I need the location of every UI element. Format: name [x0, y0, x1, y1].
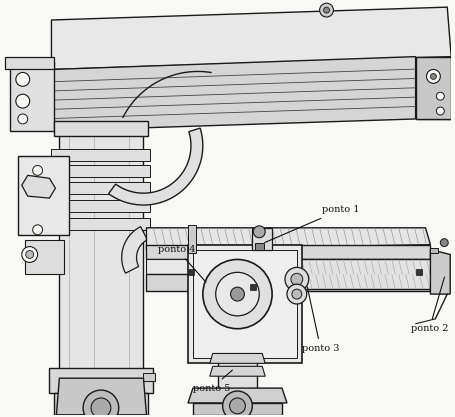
Circle shape	[290, 273, 302, 285]
Bar	[430, 248, 437, 253]
Circle shape	[215, 272, 259, 316]
Bar	[59, 129, 143, 376]
Polygon shape	[54, 393, 148, 415]
Circle shape	[323, 7, 329, 13]
Bar	[252, 228, 272, 249]
Polygon shape	[415, 57, 450, 119]
Polygon shape	[5, 57, 54, 70]
Polygon shape	[296, 259, 435, 289]
Polygon shape	[192, 403, 281, 415]
Polygon shape	[51, 148, 150, 161]
Bar	[25, 240, 64, 274]
Circle shape	[83, 390, 118, 417]
Circle shape	[319, 3, 333, 17]
Bar	[187, 225, 196, 253]
Circle shape	[253, 226, 265, 238]
Circle shape	[222, 391, 252, 417]
Bar	[187, 269, 193, 275]
Polygon shape	[10, 62, 54, 131]
Circle shape	[229, 398, 245, 414]
Text: ponto 2: ponto 2	[410, 277, 447, 333]
Text: ponto 5: ponto 5	[192, 370, 232, 392]
Circle shape	[16, 73, 30, 86]
Bar	[192, 249, 296, 358]
Text: ponto 4: ponto 4	[158, 245, 206, 282]
Circle shape	[286, 284, 306, 304]
Text: ponto 3: ponto 3	[301, 287, 339, 353]
Polygon shape	[108, 128, 202, 205]
Circle shape	[435, 92, 443, 100]
Circle shape	[18, 114, 28, 124]
Circle shape	[435, 107, 443, 115]
Circle shape	[91, 398, 111, 417]
Circle shape	[25, 251, 34, 259]
Circle shape	[425, 70, 440, 83]
Polygon shape	[430, 249, 449, 294]
Circle shape	[230, 287, 244, 301]
Polygon shape	[56, 378, 146, 415]
Polygon shape	[146, 228, 430, 249]
Polygon shape	[187, 388, 286, 403]
Polygon shape	[415, 57, 450, 119]
Polygon shape	[51, 200, 150, 212]
Polygon shape	[49, 368, 153, 393]
Bar	[255, 243, 263, 249]
Circle shape	[33, 166, 42, 176]
Circle shape	[291, 289, 301, 299]
Text: ponto 1: ponto 1	[264, 206, 358, 243]
Circle shape	[16, 94, 30, 108]
Polygon shape	[146, 274, 430, 291]
Circle shape	[33, 225, 42, 235]
Circle shape	[22, 246, 37, 262]
Bar	[143, 373, 155, 381]
Polygon shape	[51, 57, 415, 131]
Bar	[187, 245, 301, 363]
Bar	[415, 269, 420, 275]
Polygon shape	[146, 259, 430, 274]
Bar	[250, 284, 256, 290]
Polygon shape	[209, 354, 265, 363]
Polygon shape	[22, 176, 56, 198]
Circle shape	[202, 259, 272, 329]
Polygon shape	[51, 7, 450, 70]
Polygon shape	[209, 366, 265, 376]
Circle shape	[284, 267, 308, 291]
Polygon shape	[51, 218, 150, 230]
Bar	[217, 358, 257, 417]
Polygon shape	[54, 121, 148, 136]
Circle shape	[440, 239, 447, 246]
Polygon shape	[146, 245, 430, 259]
Polygon shape	[51, 182, 150, 194]
Polygon shape	[51, 166, 150, 177]
Polygon shape	[121, 226, 147, 273]
Circle shape	[430, 73, 435, 79]
Bar	[18, 156, 69, 235]
